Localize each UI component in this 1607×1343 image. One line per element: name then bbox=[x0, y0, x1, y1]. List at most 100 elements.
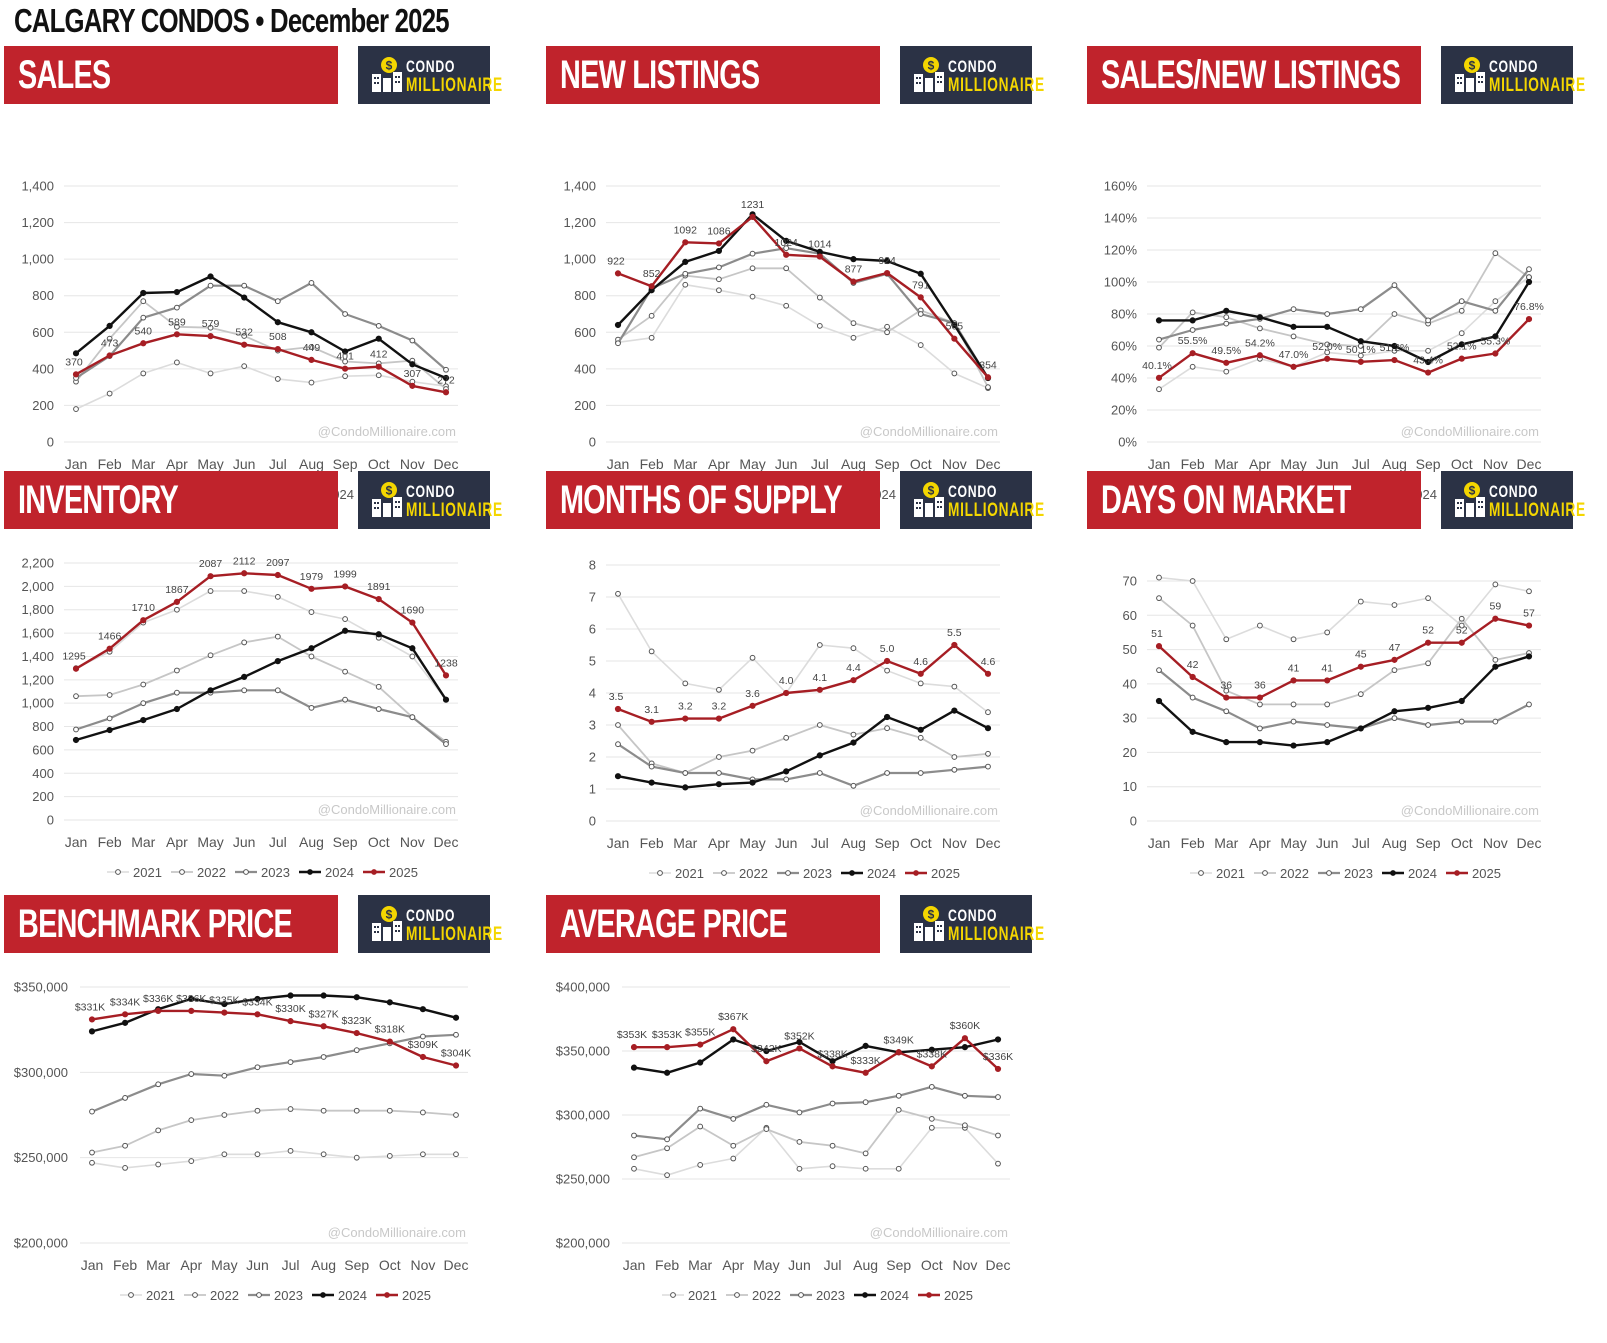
point-2023 bbox=[615, 741, 621, 748]
data-label: $352K bbox=[784, 1030, 814, 1042]
legend-label-2023: 2023 bbox=[1344, 866, 1373, 881]
point-2023 bbox=[1458, 298, 1465, 305]
x-tick-label: Feb bbox=[98, 456, 122, 472]
svg-text:$: $ bbox=[386, 59, 393, 73]
point-2022 bbox=[320, 1107, 327, 1114]
x-tick-label: Mar bbox=[673, 456, 697, 472]
point-2021 bbox=[749, 293, 756, 300]
y-tick-label: 1,000 bbox=[21, 252, 54, 267]
x-tick-label: Jan bbox=[607, 456, 630, 472]
point-2022 bbox=[829, 1142, 836, 1149]
x-tick-label: Jan bbox=[623, 1257, 646, 1273]
y-tick-label: 1,000 bbox=[21, 696, 54, 711]
point-2025 bbox=[984, 374, 992, 381]
point-2022 bbox=[1324, 341, 1331, 348]
x-tick-label: Apr bbox=[708, 835, 730, 851]
x-tick-label: Jun bbox=[775, 835, 798, 851]
series-line-2024 bbox=[617, 709, 989, 789]
watermark: @CondoMillionaire.com bbox=[1401, 803, 1539, 818]
point-2021 bbox=[1324, 349, 1331, 356]
point-2025 bbox=[1458, 355, 1465, 362]
point-2024 bbox=[254, 995, 261, 1003]
point-2022 bbox=[1458, 615, 1465, 622]
point-2025 bbox=[106, 352, 113, 359]
point-2024 bbox=[697, 1059, 704, 1066]
point-2021 bbox=[985, 709, 991, 716]
data-label: 1014 bbox=[808, 239, 832, 251]
point-2025 bbox=[1391, 656, 1398, 663]
x-tick-label: Jul bbox=[1352, 835, 1370, 851]
legend-label-2021: 2021 bbox=[146, 1288, 175, 1303]
point-2025 bbox=[320, 1023, 327, 1030]
chart-sales: 0 200 400 600 800 1,000 1,200 1,400 Jan Feb Mar Apr… bbox=[21, 179, 458, 503]
point-2022 bbox=[254, 1107, 261, 1114]
x-tick-label: Mar bbox=[688, 1257, 712, 1273]
point-2021 bbox=[342, 616, 348, 622]
data-label: 1231 bbox=[741, 199, 765, 211]
data-label: $338K bbox=[917, 1048, 947, 1060]
series-line-2021 bbox=[617, 283, 989, 389]
point-2024 bbox=[207, 273, 214, 280]
series-line-2025 bbox=[634, 1028, 999, 1075]
legend-marker-2024 bbox=[1390, 870, 1396, 876]
point-2021 bbox=[1257, 622, 1263, 629]
brand-logo: $ CONDO MILLIONAIRE bbox=[900, 46, 1044, 104]
point-2022 bbox=[1156, 595, 1162, 602]
point-2025 bbox=[951, 641, 958, 649]
building-coin-icon: $ bbox=[372, 482, 402, 517]
point-2023 bbox=[850, 782, 857, 789]
data-label: 4.4 bbox=[846, 662, 861, 674]
point-2024 bbox=[883, 713, 891, 721]
x-tick-label: Oct bbox=[379, 1257, 401, 1273]
y-tick-label: 1,800 bbox=[21, 602, 54, 617]
point-2021 bbox=[631, 1165, 637, 1172]
x-tick-label: Nov bbox=[400, 834, 425, 850]
y-tick-label: 1,400 bbox=[21, 649, 54, 664]
point-2023 bbox=[207, 282, 214, 289]
point-2024 bbox=[1357, 338, 1364, 345]
point-2021 bbox=[796, 1165, 803, 1172]
point-2021 bbox=[648, 334, 655, 341]
y-tick-label: 1,400 bbox=[21, 179, 54, 194]
point-2021 bbox=[106, 390, 113, 397]
series-line-2021 bbox=[91, 1150, 456, 1169]
x-tick-label: Dec bbox=[986, 1257, 1011, 1273]
point-2024 bbox=[614, 321, 622, 329]
point-2021 bbox=[320, 1151, 327, 1158]
point-2025 bbox=[241, 570, 248, 577]
point-2024 bbox=[287, 992, 294, 999]
brand-line1: CONDO bbox=[406, 482, 456, 501]
series-line-2025 bbox=[617, 643, 989, 724]
point-2025 bbox=[375, 363, 382, 370]
point-2023 bbox=[1290, 718, 1297, 725]
building-coin-icon: $ bbox=[914, 57, 944, 92]
point-2022 bbox=[1357, 691, 1364, 698]
point-2021 bbox=[995, 1160, 1001, 1167]
brand-line1: CONDO bbox=[1489, 57, 1539, 76]
data-label: 3.1 bbox=[644, 704, 659, 716]
point-2024 bbox=[419, 1006, 427, 1013]
panel-sales: SALES $ CONDO MILLIONAIRE 0 200 400 600 800 1,000… bbox=[4, 46, 502, 503]
point-2022 bbox=[796, 1138, 803, 1145]
point-2022 bbox=[1156, 344, 1162, 351]
data-label: $304K bbox=[441, 1048, 471, 1060]
point-2021 bbox=[274, 593, 281, 600]
point-2022 bbox=[207, 652, 214, 659]
data-label: $334K bbox=[242, 996, 272, 1008]
point-2022 bbox=[763, 1126, 770, 1132]
y-tick-label: 20 bbox=[1123, 745, 1137, 760]
building-coin-icon: $ bbox=[372, 57, 402, 92]
point-2021 bbox=[1223, 368, 1230, 375]
point-2024 bbox=[730, 1036, 737, 1043]
data-label: 47.0% bbox=[1279, 349, 1309, 361]
point-2021 bbox=[783, 302, 790, 309]
data-label: $353K bbox=[652, 1029, 682, 1041]
y-tick-label: 60 bbox=[1123, 608, 1137, 623]
point-2022 bbox=[1223, 687, 1230, 694]
series-line-2021 bbox=[1158, 276, 1530, 390]
point-2022 bbox=[1458, 307, 1465, 314]
point-2025 bbox=[816, 253, 823, 260]
point-2023 bbox=[1391, 715, 1398, 722]
brand-line2: MILLIONAIRE bbox=[948, 75, 1045, 96]
data-label: 4.6 bbox=[981, 656, 996, 668]
